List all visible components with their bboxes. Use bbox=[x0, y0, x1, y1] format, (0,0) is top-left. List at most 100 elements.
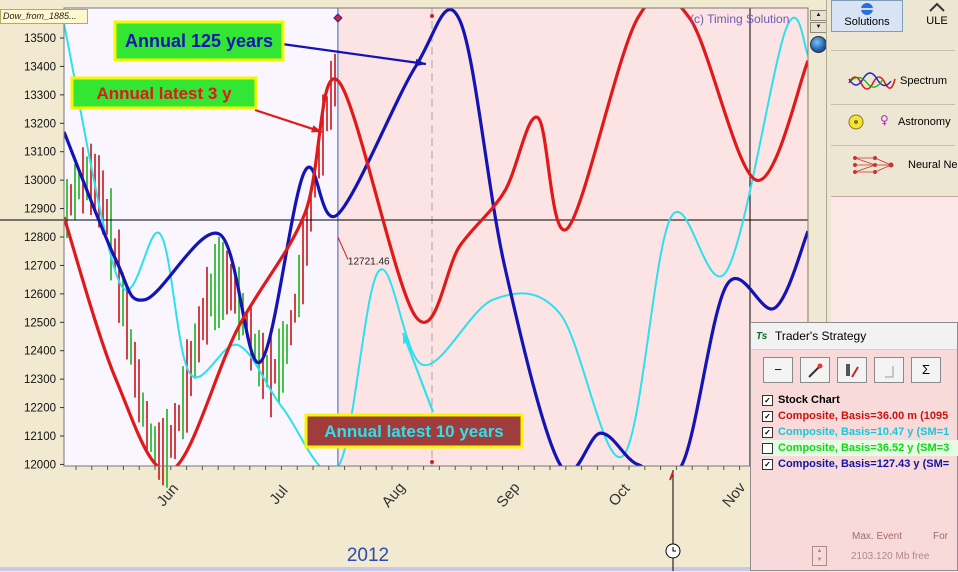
for-label: For bbox=[933, 531, 948, 542]
y-tick-label: 13400 bbox=[24, 61, 56, 73]
strategy-item[interactable]: ✓ Composite, Basis=127.43 y (SM= bbox=[762, 456, 958, 472]
minus-button[interactable]: − bbox=[763, 357, 793, 383]
y-tick-label: 13200 bbox=[24, 118, 56, 130]
y-tick-label: 12200 bbox=[24, 403, 56, 415]
annotation-3y: Annual latest 3 y bbox=[70, 76, 258, 110]
strategy-item-checkbox[interactable]: ✓ bbox=[762, 394, 773, 406]
strategy-item[interactable]: ✓ Composite, Basis=10.47 y (SM=1 bbox=[762, 424, 958, 440]
chart-tab-title[interactable]: Dow_from_1885... bbox=[0, 9, 88, 24]
y-tick-label: 12600 bbox=[24, 289, 56, 301]
strategy-item-checkbox[interactable]: ✓ bbox=[762, 426, 773, 438]
scroll-up-button[interactable]: ▲ bbox=[810, 10, 827, 21]
y-tick-label: 13300 bbox=[24, 90, 56, 102]
blank-icon bbox=[885, 365, 894, 378]
marker-top bbox=[333, 13, 343, 23]
y-tick-label: 13500 bbox=[24, 33, 56, 45]
y-tick-label: 12100 bbox=[24, 431, 56, 443]
traders-strategy-title: Trader's Strategy bbox=[775, 329, 867, 343]
memory-spinner[interactable]: ▲ ▼ bbox=[812, 546, 827, 566]
copyright-label: (c) Timing Solution bbox=[690, 12, 789, 26]
strategy-items-list: ✓ Stock Chart ✓ Composite, Basis=36.00 m (1… bbox=[762, 392, 958, 472]
strategy-item-checkbox[interactable]: ✓ bbox=[762, 458, 773, 470]
year-label: 2012 bbox=[347, 545, 389, 566]
strategy-item[interactable]: ✓ Composite, Basis=36.00 m (1095 bbox=[762, 408, 958, 424]
annotation-3y-box bbox=[70, 76, 258, 110]
y-tick-label: 12400 bbox=[24, 346, 56, 358]
neural-net-button[interactable]: Neural Ne bbox=[847, 152, 958, 178]
clock-hands bbox=[672, 547, 676, 552]
magic-wand-icon bbox=[808, 363, 823, 378]
strategy-item-label: Stock Chart bbox=[778, 394, 840, 406]
solutions-button[interactable]: Solutions bbox=[831, 0, 903, 32]
bottom-strip bbox=[0, 567, 750, 571]
solutions-label: Solutions bbox=[844, 16, 890, 28]
strategy-item[interactable]: ✓ Stock Chart bbox=[762, 392, 958, 408]
strategy-item-label: Composite, Basis=10.47 y (SM=1 bbox=[778, 426, 950, 438]
scroll-down-button[interactable]: ▼ bbox=[810, 22, 827, 33]
strategy-item-checkbox[interactable] bbox=[762, 442, 773, 454]
annotation-10y: Annual latest 10 years bbox=[304, 413, 524, 449]
series-line-3y bbox=[64, 8, 808, 466]
marker-top-dot bbox=[430, 14, 434, 18]
traders-strategy-titlebar[interactable]: Ts Trader's Strategy bbox=[751, 323, 957, 350]
traders-strategy-window: Ts Trader's Strategy − Σ ✓ Stock Chart ✓ Co… bbox=[750, 322, 958, 571]
arrow-125y bbox=[281, 42, 427, 66]
astronomy-label: Astronomy bbox=[898, 116, 951, 128]
svg-text:♀: ♀ bbox=[880, 113, 889, 127]
y-tick-label: 13100 bbox=[24, 147, 56, 159]
annotation-10y-text: Annual latest 10 years bbox=[324, 422, 504, 441]
strategy-item-label: Composite, Basis=127.43 y (SM= bbox=[778, 458, 950, 470]
solutions-icon bbox=[861, 3, 873, 15]
y-tick-label: 12500 bbox=[24, 317, 56, 329]
arrow-3y bbox=[254, 108, 323, 134]
unit-button[interactable] bbox=[837, 357, 867, 383]
series-line-125y bbox=[64, 8, 808, 466]
arrow-10y-head bbox=[403, 333, 411, 344]
spectrum-button[interactable]: Spectrum bbox=[847, 68, 947, 94]
forecast-zone bbox=[337, 8, 808, 466]
astronomy-icon: ♀ bbox=[848, 113, 889, 130]
annotation-125y: Annual 125 years bbox=[113, 20, 285, 62]
neural-net-icon bbox=[853, 156, 894, 174]
memory-free-label: 2103.120 Mb free bbox=[851, 551, 930, 562]
price-bars bbox=[66, 53, 336, 488]
neural-net-label: Neural Ne bbox=[908, 159, 958, 171]
ule-icon bbox=[929, 2, 945, 12]
annotations: (c) Timing Solution Annual 125 years Annua… bbox=[70, 12, 789, 449]
globe-icon[interactable] bbox=[810, 36, 827, 53]
spectrum-label: Spectrum bbox=[900, 75, 948, 87]
y-tick-label: 13000 bbox=[24, 175, 56, 187]
strategy-item[interactable]: Composite, Basis=36.52 y (SM=3 bbox=[762, 440, 958, 456]
strategy-item-label: Composite, Basis=36.00 m (1095 bbox=[778, 410, 949, 422]
y-tick-label: 12000 bbox=[24, 459, 56, 471]
sum-button[interactable]: Σ bbox=[911, 357, 941, 383]
blank-button[interactable] bbox=[874, 357, 904, 383]
marker-bottom-dot bbox=[430, 460, 434, 464]
y-tick-label: 12800 bbox=[24, 232, 56, 244]
unit-icon bbox=[846, 363, 859, 378]
y-tick-label: 12900 bbox=[24, 204, 56, 216]
max-event-label: Max. Event bbox=[852, 531, 903, 542]
annotation-3y-text: Annual latest 3 y bbox=[96, 84, 232, 103]
annotation-125y-box bbox=[113, 20, 285, 62]
y-tick-label: 12300 bbox=[24, 374, 56, 386]
time-marker-arrow bbox=[669, 471, 674, 481]
annotation-10y-box bbox=[304, 413, 524, 449]
series-line-10y bbox=[64, 16, 808, 466]
price-pointer bbox=[337, 236, 349, 260]
last-price-label: 12721.46 bbox=[348, 256, 390, 267]
arrow-10y bbox=[401, 332, 435, 413]
arrow-3y-head bbox=[311, 125, 322, 133]
magic-wand-button[interactable] bbox=[800, 357, 830, 383]
annotation-125y-text: Annual 125 years bbox=[125, 31, 273, 51]
ule-button[interactable]: ULE bbox=[915, 0, 958, 32]
astronomy-button[interactable]: ♀ Astronomy bbox=[847, 109, 951, 135]
arrow-125y-head bbox=[415, 58, 426, 67]
strategy-item-checkbox[interactable]: ✓ bbox=[762, 410, 773, 422]
spectrum-icon bbox=[848, 72, 896, 90]
ts-logo-icon: Ts bbox=[756, 330, 768, 342]
ule-label: ULE bbox=[926, 15, 948, 27]
strategy-item-label: Composite, Basis=36.52 y (SM=3 bbox=[778, 442, 950, 454]
traders-strategy-toolbar: − Σ bbox=[763, 357, 941, 383]
